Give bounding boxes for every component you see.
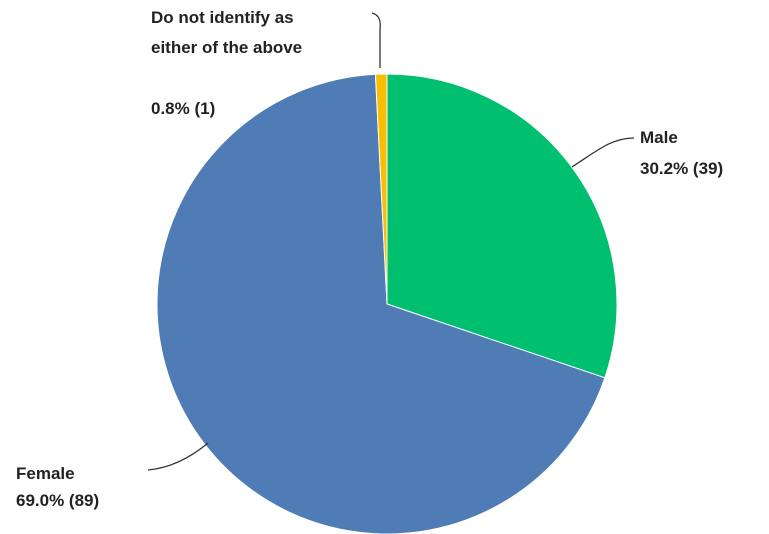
slice-value-other: 0.8% (1) bbox=[151, 99, 215, 118]
pie-slices bbox=[156, 73, 618, 534]
leader-line-female bbox=[147, 442, 209, 471]
pie-slice-male bbox=[386, 73, 618, 379]
leader-line-other bbox=[371, 12, 381, 68]
slice-label-female: Female bbox=[16, 464, 75, 483]
pie-slice-do bbox=[374, 73, 388, 305]
pie-slice-female bbox=[156, 73, 606, 534]
leader-line-male bbox=[571, 137, 635, 168]
slice-label-other-line2: either of the above bbox=[151, 38, 302, 57]
slice-label-male: Male bbox=[640, 128, 678, 147]
slice-value-female: 69.0% (89) bbox=[16, 491, 99, 510]
slice-label-other-line1: Do not identify as bbox=[151, 8, 294, 27]
slice-value-male: 30.2% (39) bbox=[640, 159, 723, 178]
